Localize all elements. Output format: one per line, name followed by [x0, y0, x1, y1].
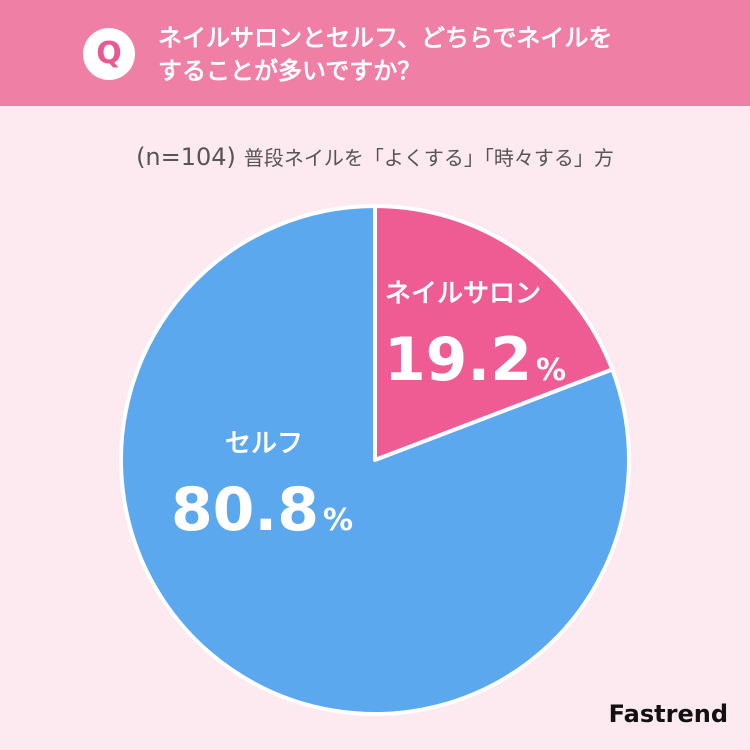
pie-slice-1	[119, 204, 631, 716]
question-text: ネイルサロンとセルフ、どちらでネイルを することが多いですか？	[158, 22, 718, 88]
chart-subtitle: (n=104) 普段ネイルを「よくする」「時々する」方	[0, 142, 750, 171]
sample-size: (n=104)	[136, 143, 236, 171]
question-line-1: ネイルサロンとセルフ、どちらでネイルを	[158, 24, 613, 52]
respondent-scope: 普段ネイルを「よくする」「時々する」方	[243, 146, 614, 170]
slice-value-0: 19.2%	[384, 325, 566, 395]
question-header: Q ネイルサロンとセルフ、どちらでネイルを することが多いですか？	[0, 0, 750, 106]
brand-logo: Fastrend	[608, 700, 728, 728]
question-badge: Q	[83, 28, 135, 80]
question-line-2: することが多いですか？	[158, 57, 422, 85]
slice-value-1: 80.8%	[171, 475, 353, 545]
slice-label-0: ネイルサロン	[385, 279, 541, 309]
pie-slice-0	[373, 204, 615, 462]
slice-label-1: セルフ	[225, 429, 303, 459]
